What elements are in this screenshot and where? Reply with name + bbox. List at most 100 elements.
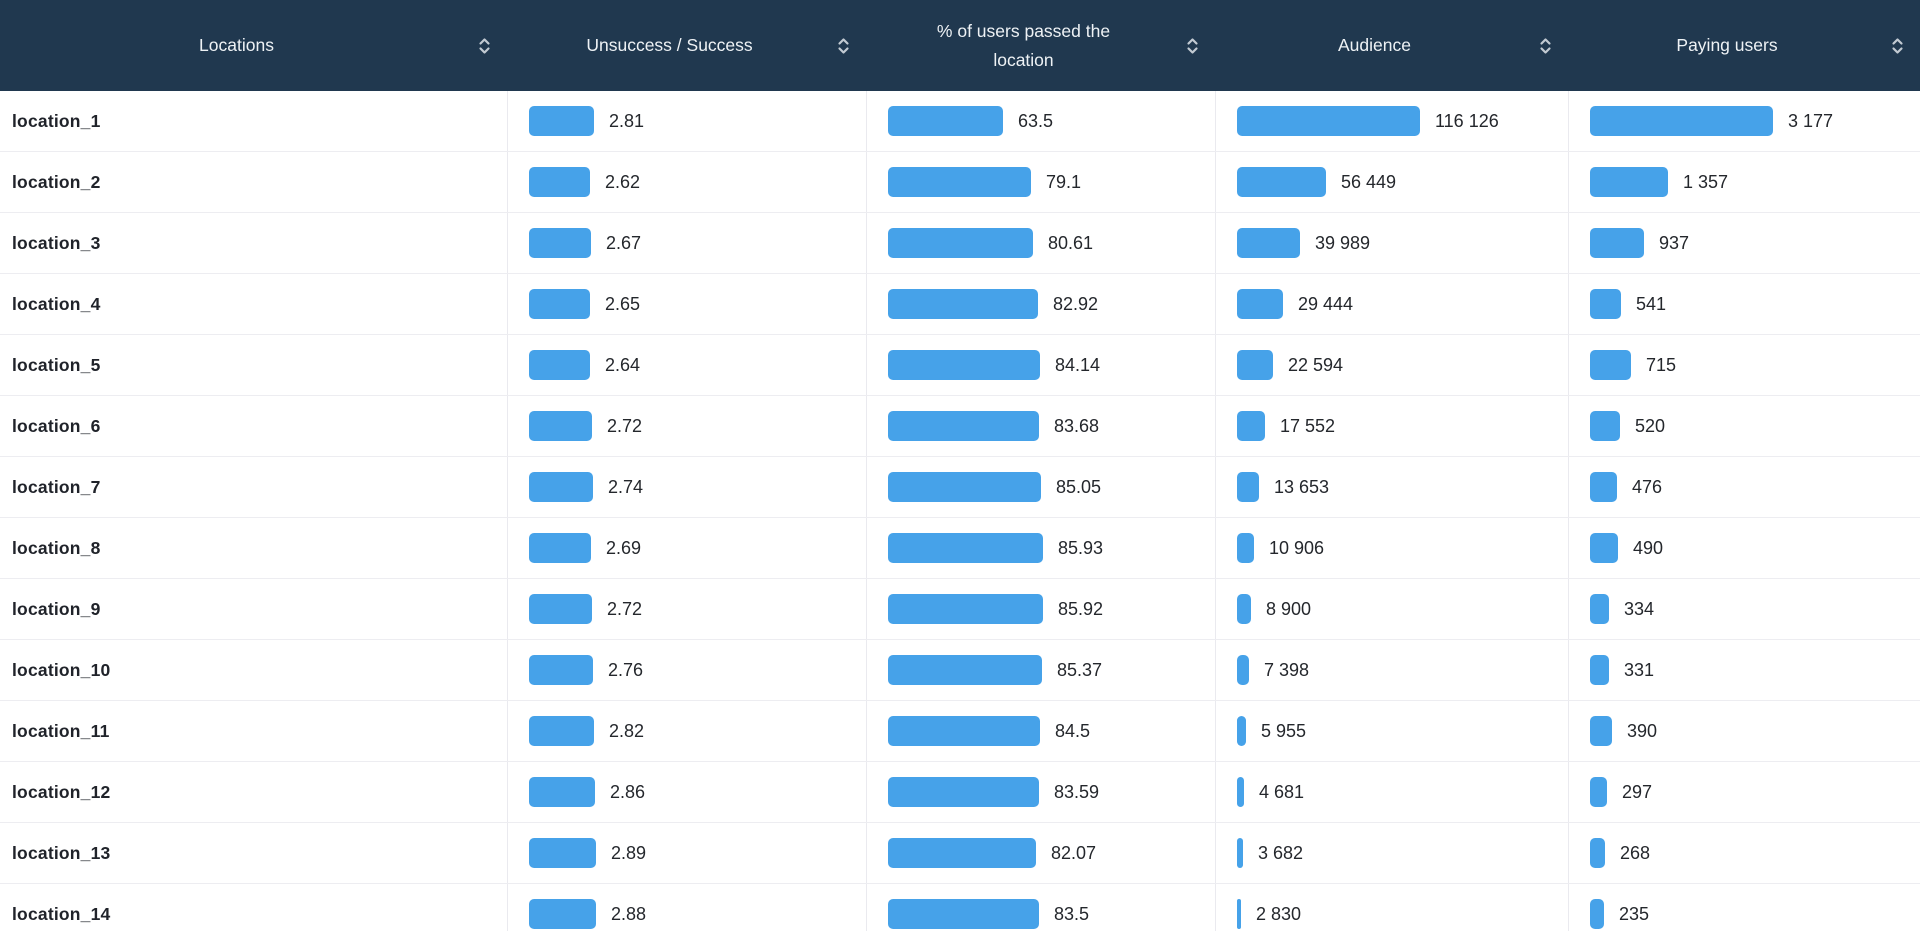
percent-passed-bar [888, 533, 1043, 563]
table-row: location_12 2.86 83.59 4 681 297 [0, 762, 1920, 823]
percent-passed-value: 83.59 [1054, 781, 1100, 802]
unsuccess-success-value: 2.88 [611, 903, 647, 924]
paying-users-bar [1590, 228, 1644, 258]
paying-users-bar [1590, 472, 1617, 502]
location-name: location_9 [12, 598, 101, 619]
percent-passed-bar [888, 350, 1040, 380]
paying-users-value: 541 [1636, 293, 1667, 314]
unsuccess-success-bar [529, 350, 590, 380]
percent-passed-cell: 63.5 [866, 91, 1215, 151]
audience-bar [1237, 350, 1273, 380]
unsuccess-success-bar [529, 228, 591, 258]
percent-passed-value: 83.5 [1054, 903, 1090, 924]
paying-users-value: 1 357 [1683, 171, 1729, 192]
sort-icon[interactable] [1538, 36, 1553, 56]
column-header-percent-passed[interactable]: % of users passed the location [866, 0, 1215, 91]
sort-icon[interactable] [836, 36, 851, 56]
table-row: location_1 2.81 63.5 116 126 3 177 [0, 91, 1920, 152]
column-header-audience[interactable]: Audience [1215, 0, 1568, 91]
paying-users-cell: 235 [1568, 884, 1920, 931]
paying-users-value: 235 [1619, 903, 1650, 924]
paying-users-cell: 541 [1568, 274, 1920, 334]
audience-value: 13 653 [1274, 476, 1330, 497]
audience-cell: 3 682 [1215, 823, 1568, 883]
column-header-locations[interactable]: Locations [0, 0, 507, 91]
table-row: location_11 2.82 84.5 5 955 390 [0, 701, 1920, 762]
table-row: location_7 2.74 85.05 13 653 476 [0, 457, 1920, 518]
location-name: location_6 [12, 415, 101, 436]
percent-passed-cell: 85.37 [866, 640, 1215, 700]
table-header: Locations Unsuccess / Success % of users… [0, 0, 1920, 91]
unsuccess-success-value: 2.89 [611, 842, 647, 863]
sort-icon[interactable] [477, 36, 492, 56]
audience-cell: 29 444 [1215, 274, 1568, 334]
table-row: location_14 2.88 83.5 2 830 235 [0, 884, 1920, 931]
audience-cell: 4 681 [1215, 762, 1568, 822]
table-row: location_4 2.65 82.92 29 444 541 [0, 274, 1920, 335]
percent-passed-bar [888, 106, 1003, 136]
column-header-paying-users[interactable]: Paying users [1568, 0, 1920, 91]
unsuccess-success-bar [529, 716, 594, 746]
percent-passed-bar [888, 472, 1041, 502]
audience-value: 22 594 [1288, 354, 1344, 375]
audience-value: 116 126 [1435, 110, 1499, 131]
table-row: location_9 2.72 85.92 8 900 334 [0, 579, 1920, 640]
unsuccess-success-cell: 2.89 [507, 823, 866, 883]
percent-passed-cell: 85.05 [866, 457, 1215, 517]
location-name: location_5 [12, 354, 101, 375]
paying-users-cell: 331 [1568, 640, 1920, 700]
unsuccess-success-bar [529, 289, 590, 319]
percent-passed-bar [888, 777, 1039, 807]
unsuccess-success-bar [529, 106, 594, 136]
percent-passed-value: 83.68 [1054, 415, 1100, 436]
audience-bar [1237, 289, 1283, 319]
location-name: location_1 [12, 110, 101, 131]
percent-passed-value: 63.5 [1018, 110, 1054, 131]
unsuccess-success-bar [529, 167, 590, 197]
percent-passed-bar [888, 594, 1043, 624]
audience-bar [1237, 899, 1241, 929]
audience-bar [1237, 411, 1265, 441]
audience-bar [1237, 533, 1254, 563]
audience-bar [1237, 594, 1251, 624]
audience-cell: 13 653 [1215, 457, 1568, 517]
audience-cell: 116 126 [1215, 91, 1568, 151]
paying-users-value: 520 [1635, 415, 1666, 436]
unsuccess-success-bar [529, 533, 591, 563]
location-name: location_8 [12, 537, 101, 558]
unsuccess-success-bar [529, 655, 593, 685]
percent-passed-value: 82.07 [1051, 842, 1097, 863]
unsuccess-success-cell: 2.81 [507, 91, 866, 151]
location-name: location_7 [12, 476, 101, 497]
unsuccess-success-value: 2.74 [608, 476, 644, 497]
paying-users-cell: 520 [1568, 396, 1920, 456]
unsuccess-success-value: 2.82 [609, 720, 645, 741]
audience-cell: 56 449 [1215, 152, 1568, 212]
table-row: location_8 2.69 85.93 10 906 490 [0, 518, 1920, 579]
paying-users-cell: 3 177 [1568, 91, 1920, 151]
percent-passed-value: 85.93 [1058, 537, 1104, 558]
location-name: location_4 [12, 293, 101, 314]
unsuccess-success-value: 2.64 [605, 354, 641, 375]
percent-passed-bar [888, 228, 1033, 258]
audience-value: 56 449 [1341, 171, 1397, 192]
unsuccess-success-bar [529, 899, 596, 929]
percent-passed-value: 84.14 [1055, 354, 1101, 375]
location-name: location_12 [12, 781, 111, 802]
audience-value: 17 552 [1280, 415, 1336, 436]
sort-icon[interactable] [1890, 36, 1905, 56]
table-row: location_5 2.64 84.14 22 594 715 [0, 335, 1920, 396]
percent-passed-cell: 84.14 [866, 335, 1215, 395]
audience-value: 3 682 [1258, 842, 1304, 863]
percent-passed-bar [888, 899, 1039, 929]
audience-value: 39 989 [1315, 232, 1371, 253]
column-header-unsuccess-success[interactable]: Unsuccess / Success [507, 0, 866, 91]
table-body: location_1 2.81 63.5 116 126 3 177 locat… [0, 91, 1920, 931]
table-row: location_13 2.89 82.07 3 682 268 [0, 823, 1920, 884]
paying-users-cell: 490 [1568, 518, 1920, 578]
sort-icon[interactable] [1185, 36, 1200, 56]
table-row: location_6 2.72 83.68 17 552 520 [0, 396, 1920, 457]
location-name: location_3 [12, 232, 101, 253]
audience-bar [1237, 472, 1259, 502]
percent-passed-value: 85.92 [1058, 598, 1104, 619]
